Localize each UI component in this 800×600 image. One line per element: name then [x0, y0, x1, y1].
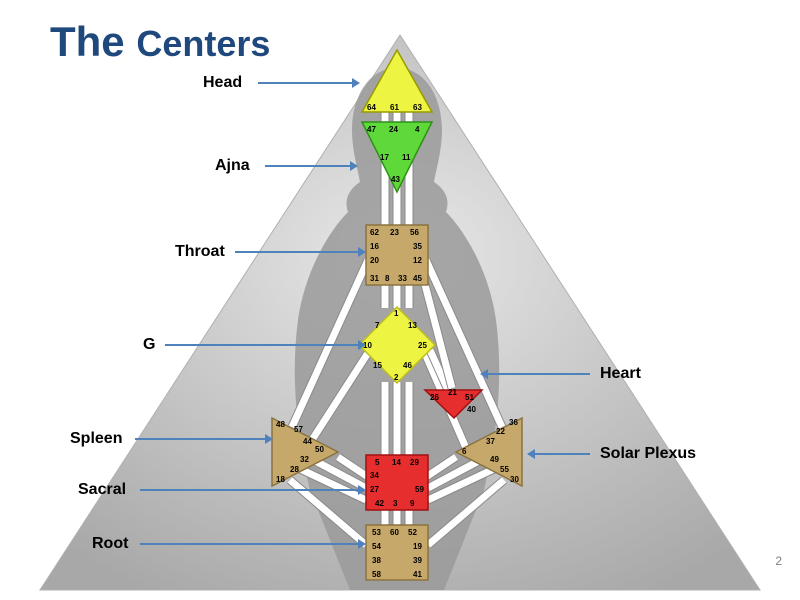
- label-sacral: Sacral: [78, 481, 126, 499]
- arrow-solar-plexus: [535, 453, 590, 455]
- svg-text:11: 11: [402, 153, 411, 162]
- svg-text:2: 2: [394, 373, 399, 382]
- svg-text:3: 3: [393, 499, 398, 508]
- svg-text:46: 46: [403, 361, 412, 370]
- svg-text:37: 37: [486, 437, 495, 446]
- svg-text:56: 56: [410, 228, 419, 237]
- svg-text:33: 33: [398, 274, 407, 283]
- svg-text:58: 58: [372, 570, 381, 579]
- svg-text:23: 23: [390, 228, 399, 237]
- svg-text:51: 51: [465, 393, 474, 402]
- title-part1: The: [50, 18, 125, 65]
- svg-text:24: 24: [389, 125, 398, 134]
- svg-text:32: 32: [300, 455, 309, 464]
- bodygraph-diagram: 6461634724417114362235616352012318334517…: [0, 0, 800, 600]
- svg-text:6: 6: [462, 447, 467, 456]
- center-throat: 62 23 56 16 35 20 12 31 8 33 45: [366, 225, 428, 285]
- label-ajna: Ajna: [215, 157, 250, 175]
- svg-text:17: 17: [380, 153, 389, 162]
- svg-text:14: 14: [392, 458, 401, 467]
- svg-text:9: 9: [410, 499, 415, 508]
- svg-text:22: 22: [496, 427, 505, 436]
- svg-text:18: 18: [276, 475, 285, 484]
- svg-text:20: 20: [370, 256, 379, 265]
- svg-text:54: 54: [372, 542, 381, 551]
- svg-text:36: 36: [509, 418, 518, 427]
- label-g: G: [143, 336, 155, 354]
- arrow-root: [140, 543, 358, 545]
- svg-text:52: 52: [408, 528, 417, 537]
- svg-text:53: 53: [372, 528, 381, 537]
- svg-text:57: 57: [294, 425, 303, 434]
- svg-text:29: 29: [410, 458, 419, 467]
- svg-text:16: 16: [370, 242, 379, 251]
- svg-text:21: 21: [448, 388, 457, 397]
- svg-text:48: 48: [276, 420, 285, 429]
- svg-text:35: 35: [413, 242, 422, 251]
- svg-text:43: 43: [391, 175, 400, 184]
- svg-text:44: 44: [303, 437, 312, 446]
- svg-text:55: 55: [500, 465, 509, 474]
- svg-text:7: 7: [375, 321, 380, 330]
- svg-text:8: 8: [385, 274, 390, 283]
- svg-text:1: 1: [394, 309, 399, 318]
- svg-text:4: 4: [415, 125, 420, 134]
- svg-text:62: 62: [370, 228, 379, 237]
- svg-text:61: 61: [390, 103, 399, 112]
- label-heart: Heart: [600, 365, 641, 383]
- arrow-throat: [235, 251, 358, 253]
- center-sacral: 5 14 29 34 27 59 42 3 9: [366, 455, 428, 510]
- svg-text:41: 41: [413, 570, 422, 579]
- label-head: Head: [203, 74, 242, 92]
- svg-text:34: 34: [370, 471, 379, 480]
- svg-text:39: 39: [413, 556, 422, 565]
- arrow-head: [258, 82, 352, 84]
- svg-text:60: 60: [390, 528, 399, 537]
- label-throat: Throat: [175, 243, 225, 261]
- svg-text:30: 30: [510, 475, 519, 484]
- center-root: 53 60 52 54 19 38 39 58 41: [366, 525, 428, 580]
- svg-text:40: 40: [467, 405, 476, 414]
- svg-text:5: 5: [375, 458, 380, 467]
- label-spleen: Spleen: [70, 430, 122, 448]
- label-solar-plexus: Solar Plexus: [600, 445, 696, 463]
- svg-text:49: 49: [490, 455, 499, 464]
- arrow-sacral: [140, 489, 358, 491]
- svg-text:47: 47: [367, 125, 376, 134]
- svg-text:50: 50: [315, 445, 324, 454]
- arrow-g: [165, 344, 358, 346]
- label-root: Root: [92, 535, 128, 553]
- svg-text:64: 64: [367, 103, 376, 112]
- svg-text:31: 31: [370, 274, 379, 283]
- svg-text:45: 45: [413, 274, 422, 283]
- svg-text:38: 38: [372, 556, 381, 565]
- svg-text:42: 42: [375, 499, 384, 508]
- svg-text:27: 27: [370, 485, 379, 494]
- svg-text:63: 63: [413, 103, 422, 112]
- svg-text:26: 26: [430, 393, 439, 402]
- svg-text:12: 12: [413, 256, 422, 265]
- svg-text:13: 13: [408, 321, 417, 330]
- svg-text:59: 59: [415, 485, 424, 494]
- arrow-ajna: [265, 165, 350, 167]
- title-part2: Centers: [136, 23, 270, 64]
- svg-text:28: 28: [290, 465, 299, 474]
- page-title: The Centers: [50, 18, 270, 66]
- arrow-spleen: [135, 438, 265, 440]
- svg-text:19: 19: [413, 542, 422, 551]
- arrow-heart: [488, 373, 590, 375]
- svg-text:25: 25: [418, 341, 427, 350]
- svg-text:15: 15: [373, 361, 382, 370]
- page-number: 2: [775, 554, 782, 568]
